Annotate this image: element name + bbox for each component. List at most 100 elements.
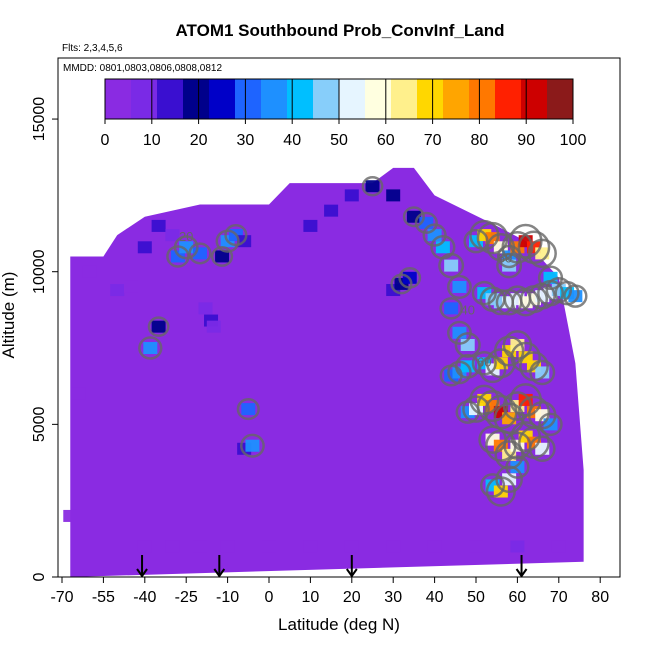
heatmap-cell xyxy=(386,189,401,202)
colorbar: 0 10 20 30 40 50 60 70 80 90 100 xyxy=(101,78,587,149)
colorbar-swatch xyxy=(547,79,574,119)
heatmap-cell xyxy=(137,241,152,254)
heatmap-cell xyxy=(344,189,359,202)
colorbar-swatch xyxy=(183,79,210,119)
colorbar-swatch xyxy=(313,79,340,119)
contour-line xyxy=(236,398,260,421)
contour-line xyxy=(471,280,497,306)
contour-line xyxy=(447,274,472,300)
colorbar-tick-label: 0 xyxy=(101,132,110,149)
contour-line xyxy=(188,242,212,265)
contour-label: 60 xyxy=(477,354,491,369)
heatmap-cell xyxy=(551,540,566,553)
heatmap-cell xyxy=(303,540,318,553)
contour-line xyxy=(463,228,489,254)
heatmap-cell xyxy=(198,302,213,315)
contour-line xyxy=(224,224,248,247)
heatmap-cell xyxy=(170,250,185,263)
heatmap-cell xyxy=(245,439,260,452)
contour-line xyxy=(147,316,170,337)
contour-line xyxy=(422,223,447,247)
heatmap-cell xyxy=(365,180,380,193)
contour-line xyxy=(402,206,425,228)
x-tick-label: 60 xyxy=(509,589,527,606)
x-tick-label: 40 xyxy=(426,589,444,606)
heatmap-cell xyxy=(444,302,459,315)
y-tick-label: 0 xyxy=(31,572,48,581)
arrow-head xyxy=(345,568,358,578)
contour-line xyxy=(496,252,523,279)
heatmap-cell xyxy=(151,219,166,232)
colorbar-swatch xyxy=(157,79,184,119)
colorbar-tick-label: 20 xyxy=(190,132,208,149)
x-tick-label: 70 xyxy=(550,589,568,606)
x-tick-label: 30 xyxy=(384,589,402,606)
contour-label: 60 xyxy=(498,251,512,266)
flight-marker-arrow xyxy=(213,555,226,578)
arrow-head xyxy=(213,568,226,578)
flight-marker-arrow xyxy=(515,555,528,578)
contour-line xyxy=(510,341,541,373)
plot-area: 20 60 40 60 xyxy=(57,57,621,578)
colorbar-tick-label: 60 xyxy=(377,132,395,149)
colorbar-tick-label: 30 xyxy=(237,132,255,149)
heatmap-cell xyxy=(143,342,158,355)
colorbar-swatch xyxy=(287,79,314,119)
heatmap-cell xyxy=(165,540,180,553)
y-axis: 0 5000 10000 15000 xyxy=(31,97,59,581)
contour-line xyxy=(476,389,509,423)
contour-line xyxy=(438,252,465,279)
contour-line xyxy=(501,231,534,264)
colorbar-swatch xyxy=(339,79,366,119)
arrow-head xyxy=(515,568,528,578)
contour-line xyxy=(471,351,497,376)
series-0 xyxy=(63,265,97,522)
contour-line xyxy=(361,175,384,197)
colorbar-swatch xyxy=(365,79,392,119)
colorbar-tick-label: 40 xyxy=(283,132,301,149)
x-tick-label: 80 xyxy=(591,589,609,606)
contour-line xyxy=(210,245,234,267)
contour-line xyxy=(529,359,556,386)
heatmap-cell xyxy=(220,540,235,553)
heatmap-cell xyxy=(151,320,166,333)
colorbar-swatch xyxy=(105,79,132,119)
x-tick-label: -55 xyxy=(92,589,115,606)
series-1 xyxy=(110,219,180,297)
chart-title: ATOM1 Southbound Prob_ConvInf_Land xyxy=(176,21,505,40)
colorbar-tick-label: 100 xyxy=(560,132,587,149)
colorbar-tick-label: 10 xyxy=(143,132,161,149)
heatmap-cell xyxy=(510,540,525,553)
series-5 xyxy=(198,302,221,333)
x-axis: -70 -55 -40 -25 -10 0 10 20 30 40 50 60 70 80 xyxy=(50,576,609,606)
colorbar-frame xyxy=(104,78,574,120)
colorbar-swatch xyxy=(495,79,522,119)
y-tick-label: 10000 xyxy=(31,249,48,294)
contour-line xyxy=(502,391,533,421)
series-18 xyxy=(137,540,566,553)
contour-label: 40 xyxy=(460,302,474,317)
heatmap-cell xyxy=(493,241,508,254)
x-axis-label: Latitude (deg N) xyxy=(278,615,400,634)
flight-marker-arrow xyxy=(136,555,148,578)
heatmap-cell xyxy=(535,409,550,422)
contour-line xyxy=(563,284,588,308)
contour-label: 20 xyxy=(179,229,193,244)
heatmap-cell xyxy=(137,540,152,553)
heatmap-cell xyxy=(124,280,138,293)
colorbar-tick-label: 80 xyxy=(471,132,489,149)
x-tick-label: -25 xyxy=(175,589,198,606)
colorbar-swatch xyxy=(235,79,262,119)
contour-line xyxy=(479,473,506,498)
x-tick-label: 20 xyxy=(343,589,361,606)
flights-subtitle: Flts: 2,3,4,5,6 xyxy=(62,43,123,54)
heatmap-cell xyxy=(452,280,467,293)
heatmap-cell xyxy=(110,284,125,297)
heatmap-cell xyxy=(165,229,180,242)
y-tick-label: 5000 xyxy=(31,406,48,442)
contour-line xyxy=(538,412,563,437)
contour-line xyxy=(508,223,543,259)
contour-line xyxy=(240,433,265,458)
heatmap-cell xyxy=(444,259,459,272)
